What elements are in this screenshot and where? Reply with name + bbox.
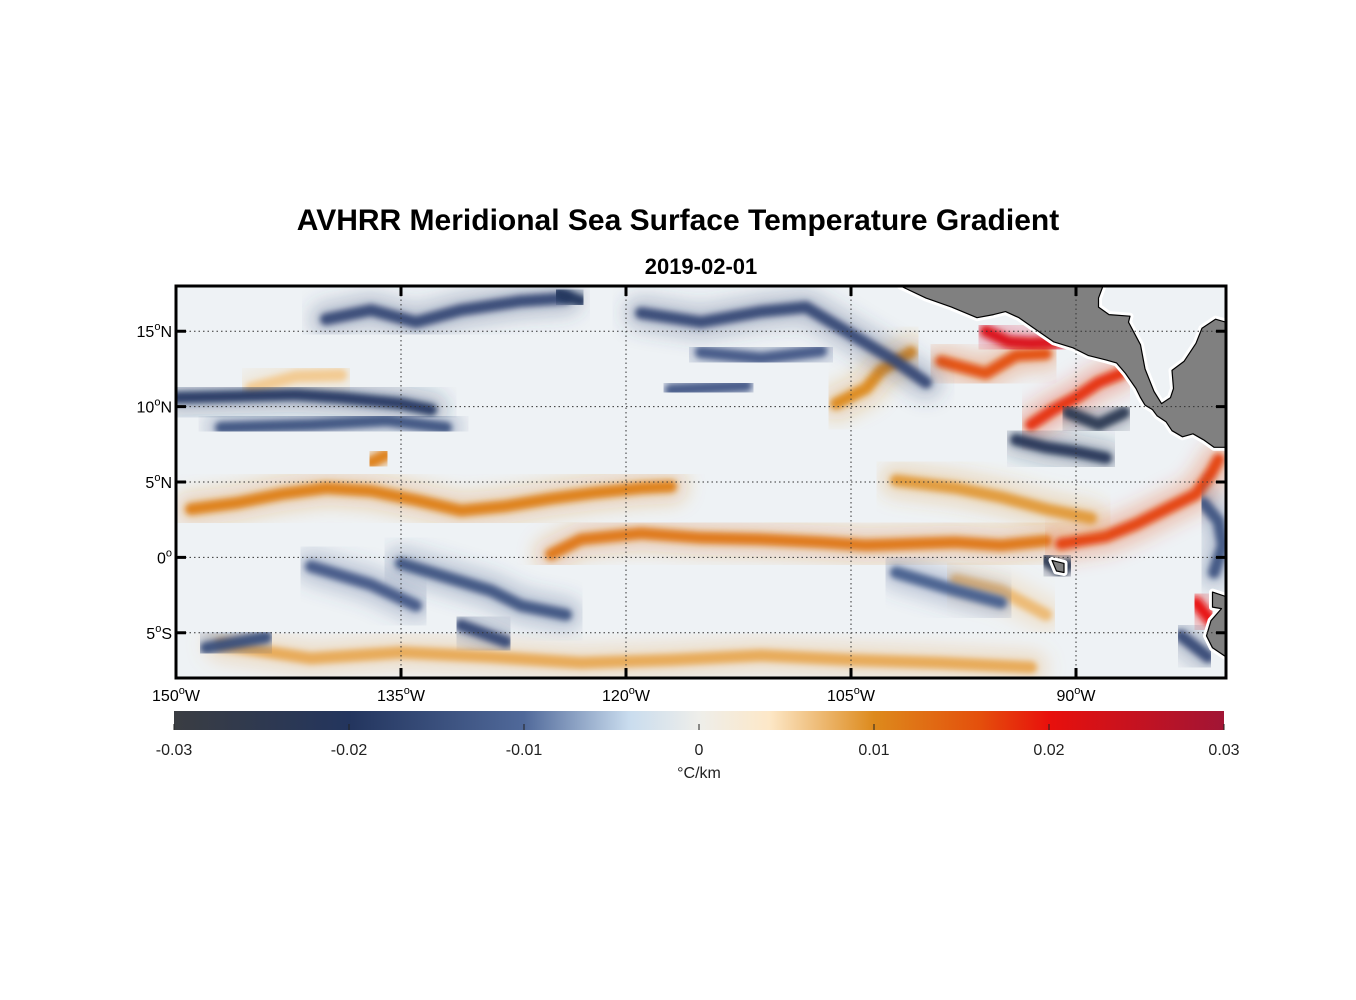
negative-gradient-band (176, 388, 437, 416)
colorbar-scale (174, 711, 1224, 730)
negative-gradient-band (200, 631, 272, 654)
positive-gradient-band (890, 474, 1097, 525)
negative-gradient-band (890, 566, 1007, 609)
negative-gradient-band (305, 560, 422, 612)
positive-gradient-band (545, 527, 1052, 561)
longitude-label: 105oW (827, 685, 876, 705)
longitude-label: 90oW (1056, 685, 1096, 705)
longitude-label: 120oW (602, 685, 651, 705)
colorbar-ticks: -0.03 -0.02 -0.01 0 0.01 0.02 0.03 (156, 724, 1240, 759)
negative-gradient-band (395, 557, 572, 621)
negative-gradient-band (695, 344, 827, 365)
colorbar-tick-label: 0.02 (1033, 742, 1064, 759)
colorbar-tick-label: 0.03 (1208, 742, 1239, 759)
latitude-label: 0o (157, 547, 172, 567)
negative-gradient-band (552, 287, 587, 308)
negative-gradient-band (1010, 433, 1112, 464)
axis-ticks (174, 286, 1226, 678)
negative-gradient-band (665, 379, 752, 396)
negative-gradient-band (320, 292, 572, 329)
land-mass (1205, 591, 1226, 658)
positive-gradient-band (1055, 453, 1225, 550)
longitude-labels: 150oW 135oW 120oW 105oW 90oW (152, 685, 1096, 705)
latitude-label: 10oN (137, 397, 172, 417)
latitude-labels: 15oN 10oN 5oN 0o 5oS (137, 321, 172, 643)
longitude-label: 135oW (377, 685, 426, 705)
positive-gradient-band (215, 638, 1037, 674)
land-layer (897, 286, 1226, 661)
gradient-field (176, 286, 1226, 678)
colorbar: -0.03 -0.02 -0.01 0 0.01 0.02 0.03 °C/km (156, 711, 1240, 782)
negative-gradient-band (1197, 497, 1226, 579)
colorbar-tick-label: -0.02 (331, 742, 368, 759)
land-mass (899, 286, 1226, 448)
longitude-label: 150oW (152, 685, 201, 705)
negative-gradient-band (635, 301, 932, 389)
negative-gradient-band (1175, 629, 1214, 663)
colorbar-tick-label: -0.01 (506, 742, 543, 759)
negative-gradient-band (455, 619, 512, 648)
colorbar-unit-label: °C/km (677, 765, 721, 782)
negative-gradient-band (215, 414, 452, 434)
colorbar-tick-label: -0.03 (156, 742, 193, 759)
positive-gradient-band (1190, 596, 1217, 627)
latitude-label: 5oN (145, 472, 172, 492)
colorbar-tick-label: 0.01 (858, 742, 889, 759)
positive-gradient-band (980, 325, 1067, 350)
land-mass (1051, 559, 1065, 574)
positive-gradient-band (185, 480, 677, 517)
map-subtitle: 2019-02-01 (644, 254, 758, 279)
latitude-label: 5oS (146, 623, 172, 643)
latitude-label: 15oN (137, 321, 172, 341)
map-area: 15oN 10oN 5oN 0o 5oS 150oW 135oW 120oW 105oW 90o… (137, 284, 1228, 705)
colorbar-tick-label: 0 (695, 742, 704, 759)
positive-gradient-band (365, 448, 392, 469)
map-title: AVHRR Meridional Sea Surface Temperature… (296, 204, 1060, 237)
negative-gradient-band (1062, 406, 1130, 431)
